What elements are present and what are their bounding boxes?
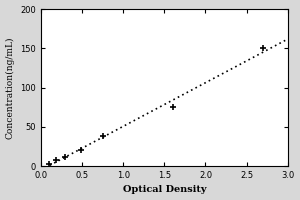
Y-axis label: Concentration(ng/mL): Concentration(ng/mL) [6, 36, 15, 139]
X-axis label: Optical Density: Optical Density [123, 185, 206, 194]
